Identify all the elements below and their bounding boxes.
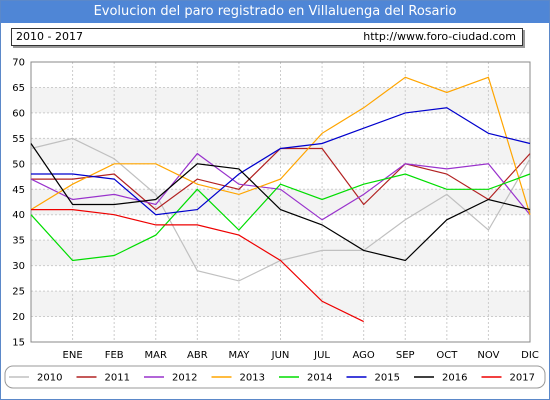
- x-tick-label: ENE: [63, 350, 83, 361]
- series-line-2012: [30, 152, 531, 221]
- x-tick-label: NOV: [477, 350, 499, 361]
- legend-label-2016: 2016: [442, 373, 467, 384]
- x-tick-label: AGO: [353, 350, 375, 361]
- series-line-2014: [30, 173, 531, 262]
- info-bar: 2010 - 2017 http://www.foro-ciudad.com: [11, 28, 523, 46]
- legend: 2010 2011 2012 2013 2014 2015 2016 2017: [4, 365, 546, 389]
- x-tick-label: DIC: [521, 350, 539, 361]
- x-tick-label: OCT: [436, 350, 458, 361]
- plot-band: [31, 240, 530, 266]
- y-tick-label: 70: [12, 58, 25, 69]
- legend-box: [4, 365, 546, 389]
- y-tick-label: 30: [12, 261, 25, 272]
- chart-title: Evolucion del paro registrado en Villalu…: [1, 1, 549, 23]
- y-tick-label: 65: [12, 83, 25, 94]
- series-line-2017: [31, 209, 364, 323]
- x-tick-label: SEP: [396, 350, 415, 361]
- y-tick-label: 15: [12, 338, 25, 349]
- y-tick-label: 25: [12, 287, 25, 298]
- x-tick-label: FEB: [105, 350, 124, 361]
- series-line-2016: [30, 143, 531, 262]
- y-tick-label: 35: [12, 236, 25, 247]
- legend-label-2015: 2015: [375, 373, 400, 384]
- plot-border: [30, 61, 531, 343]
- series-line-2015: [31, 107, 531, 216]
- series-line-2013: [30, 76, 531, 215]
- axes: 15 20 25 30 35 40 45 50 55 60 65 70 ENE FEB MAR ABR MAY J…: [12, 58, 539, 362]
- x-tick-label: JUL: [313, 350, 330, 361]
- legend-label-2012: 2012: [172, 373, 197, 384]
- x-tick-label: JUN: [271, 350, 290, 361]
- y-tick-label: 20: [12, 312, 25, 323]
- legend-label-2011: 2011: [105, 373, 130, 384]
- y-tick-label: 40: [12, 210, 25, 221]
- y-tick-label: 45: [12, 185, 25, 196]
- x-tick-label: MAR: [145, 350, 167, 361]
- y-tick-label: 60: [12, 108, 25, 119]
- legend-label-2017: 2017: [510, 373, 535, 384]
- legend-label-2010: 2010: [37, 373, 62, 384]
- y-tick-label: 55: [12, 134, 25, 145]
- series-lines: [30, 76, 531, 323]
- legend-label-2013: 2013: [240, 373, 265, 384]
- site-url[interactable]: http://www.foro-ciudad.com: [363, 30, 516, 43]
- legend-label-2014: 2014: [307, 373, 332, 384]
- x-tick-label: MAY: [229, 350, 251, 361]
- period-label: 2010 - 2017: [16, 30, 83, 43]
- x-tick-label: ABR: [187, 350, 208, 361]
- grid-lines: [31, 61, 531, 343]
- y-tick-label: 50: [12, 159, 25, 170]
